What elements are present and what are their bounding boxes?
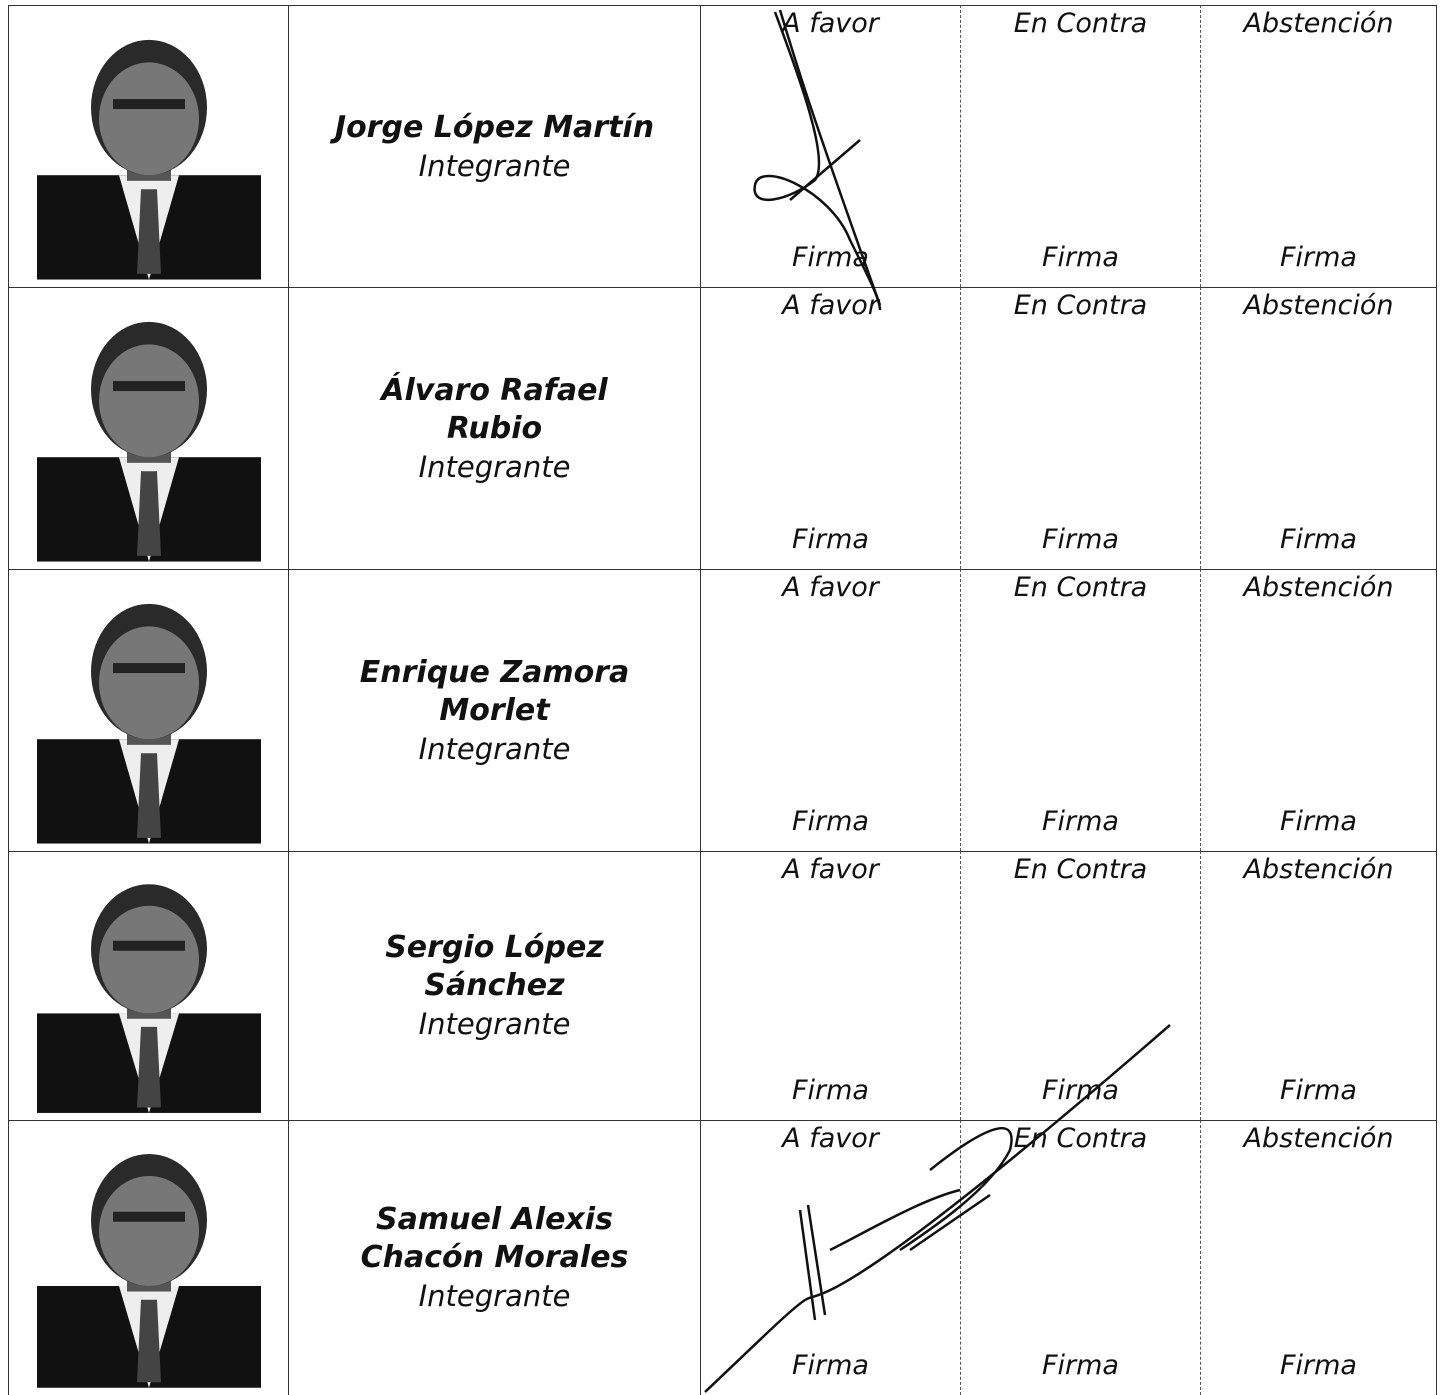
photo-cell (8, 569, 288, 851)
member-role: Integrante (418, 449, 571, 484)
member-name: Álvaro Rafael Rubio (381, 372, 608, 446)
photo-cell (8, 5, 288, 287)
member-role: Integrante (418, 1279, 571, 1313)
signature-label: Firma (1042, 806, 1119, 837)
vote-cell: En Contra Firma (960, 5, 1200, 287)
vote-cell: En Contra Firma (960, 569, 1200, 851)
vote-cell: Abstención Firma (1200, 851, 1437, 1120)
signature-label: Firma (792, 1075, 869, 1106)
vote-option: En Contra (1013, 572, 1148, 603)
vote-option: En Contra (1013, 8, 1148, 39)
member-role: Integrante (418, 731, 571, 766)
vote-cell: En Contra Firma (960, 851, 1200, 1120)
vote-option: En Contra (1013, 290, 1148, 321)
signature-label: Firma (1042, 1350, 1119, 1381)
member-photo (37, 1154, 261, 1388)
vote-option: Abstención (1243, 572, 1394, 603)
signature-label: Firma (1280, 1075, 1357, 1106)
member-cell: Jorge López Martín Integrante (288, 5, 700, 287)
signature-label: Firma (1042, 242, 1119, 273)
vote-cell: En Contra Firma (960, 1120, 1200, 1395)
signature-label: Firma (1280, 1350, 1357, 1381)
vote-option: Abstención (1243, 1123, 1394, 1154)
vote-option: A favor (782, 572, 879, 603)
vote-option: Abstención (1243, 8, 1394, 39)
member-role: Integrante (418, 1007, 571, 1041)
photo-cell (8, 287, 288, 569)
member-cell: Samuel Alexis Chacón Morales Integrante (288, 1120, 700, 1395)
vote-option: Abstención (1243, 290, 1394, 321)
member-photo (37, 603, 261, 844)
member-photo (37, 39, 261, 280)
signature-label: Firma (792, 1350, 869, 1381)
signature-label: Firma (792, 242, 869, 273)
signature-label: Firma (1280, 524, 1357, 555)
vote-cell: En Contra Firma (960, 287, 1200, 569)
member-name: Enrique Zamora Morlet (359, 654, 630, 728)
member-photo (37, 321, 261, 562)
signature-label: Firma (1280, 806, 1357, 837)
vote-cell: A favor Firma (700, 569, 960, 851)
vote-cell: Abstención Firma (1200, 569, 1437, 851)
member-cell: Álvaro Rafael Rubio Integrante (288, 287, 700, 569)
vote-cell: A favor Firma (700, 287, 960, 569)
vote-option: A favor (782, 290, 879, 321)
vote-option: Abstención (1243, 854, 1394, 885)
vote-cell: A favor Firma (700, 1120, 960, 1395)
member-name: Jorge López Martín (334, 109, 655, 145)
signature-label: Firma (1042, 1075, 1119, 1106)
vote-cell: A favor Firma (700, 5, 960, 287)
signature-label: Firma (792, 806, 869, 837)
vote-cell: Abstención Firma (1200, 1120, 1437, 1395)
member-role: Integrante (418, 148, 571, 183)
vote-cell: Abstención Firma (1200, 5, 1437, 287)
vote-cell: Abstención Firma (1200, 287, 1437, 569)
vote-option: A favor (782, 1123, 879, 1154)
signature-label: Firma (1042, 524, 1119, 555)
vote-option: A favor (782, 854, 879, 885)
photo-cell (8, 851, 288, 1120)
signature-label: Firma (792, 524, 869, 555)
vote-option: En Contra (1013, 1123, 1148, 1154)
vote-option: En Contra (1013, 854, 1148, 885)
member-name: Sergio López Sánchez (385, 930, 604, 1003)
member-name: Samuel Alexis Chacón Morales (360, 1202, 629, 1275)
photo-cell (8, 1120, 288, 1395)
member-cell: Sergio López Sánchez Integrante (288, 851, 700, 1120)
member-photo (37, 884, 261, 1113)
vote-cell: A favor Firma (700, 851, 960, 1120)
signature-label: Firma (1280, 242, 1357, 273)
vote-option: A favor (782, 8, 879, 39)
member-cell: Enrique Zamora Morlet Integrante (288, 569, 700, 851)
